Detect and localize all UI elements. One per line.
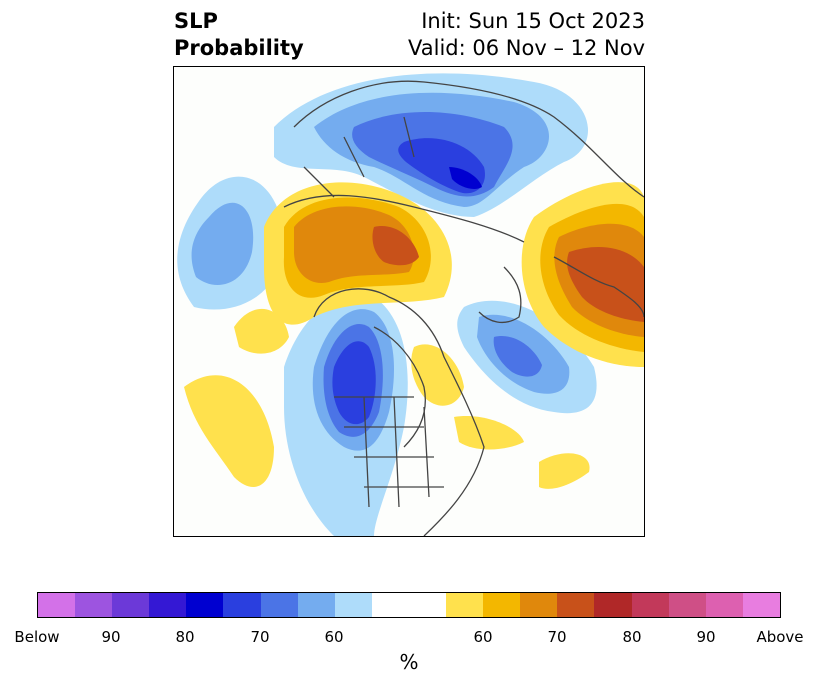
colorbar-tick-label: Above — [756, 628, 804, 646]
colorbar-tick-label: 80 — [175, 628, 195, 646]
above-region-north-atlantic — [454, 416, 524, 450]
colorbar-segment-above — [557, 593, 595, 617]
colorbar-segment-below — [75, 593, 113, 617]
above-region-hudson — [234, 308, 289, 354]
colorbar-segment-above — [594, 593, 632, 617]
colorbar-tick-label: Below — [14, 628, 60, 646]
colorbar-segment-below — [334, 593, 372, 617]
colorbar-segment-above — [631, 593, 669, 617]
colorbar-segment-below — [149, 593, 187, 617]
below-region-pacific-core — [191, 202, 254, 285]
title-line-1: SLP — [174, 9, 218, 33]
above-region-subtropic — [539, 453, 590, 489]
below-region-arctic-max — [449, 167, 482, 190]
colorbar-segment-above — [446, 593, 484, 617]
valid-range: Valid: 06 Nov – 12 Nov — [408, 36, 645, 60]
colorbar-segment-above — [705, 593, 743, 617]
below-region-atlantic-core — [493, 336, 542, 377]
colorbar-tick-label: 70 — [250, 628, 270, 646]
map-title: SLP Probability — [174, 8, 304, 62]
colorbar-segment-below — [186, 593, 224, 617]
colorbar-segment-below — [112, 593, 150, 617]
colorbar-unit: % — [399, 650, 419, 674]
colorbar-segment-above — [742, 593, 780, 617]
probability-map — [177, 73, 644, 536]
above-region-siberia-strong — [294, 206, 414, 283]
colorbar-segment-above — [520, 593, 558, 617]
colorbar-segment-below — [223, 593, 261, 617]
colorbar-tick-label: 60 — [473, 628, 493, 646]
colorbar-segment-neutral — [371, 593, 447, 617]
colorbar-segment-above — [668, 593, 706, 617]
title-line-2: Probability — [174, 36, 304, 60]
colorbar-segment-below — [38, 593, 76, 617]
above-region-pacific-south — [184, 375, 274, 487]
probability-colorbar — [37, 592, 781, 618]
map-panel — [173, 66, 645, 537]
colorbar-segment-above — [483, 593, 521, 617]
colorbar-tick-label: 60 — [324, 628, 344, 646]
colorbar-tick-label: 80 — [622, 628, 642, 646]
colorbar-tick-label: 90 — [696, 628, 716, 646]
map-dates: Init: Sun 15 Oct 2023 Valid: 06 Nov – 12… — [408, 8, 645, 62]
coastlines — [283, 80, 644, 536]
colorbar-segment-below — [297, 593, 335, 617]
colorbar-segment-below — [260, 593, 298, 617]
colorbar-tick-label: 90 — [101, 628, 121, 646]
init-date: Init: Sun 15 Oct 2023 — [421, 9, 645, 33]
colorbar-tick-label: 70 — [547, 628, 567, 646]
above-region-siberia-core — [372, 226, 419, 266]
